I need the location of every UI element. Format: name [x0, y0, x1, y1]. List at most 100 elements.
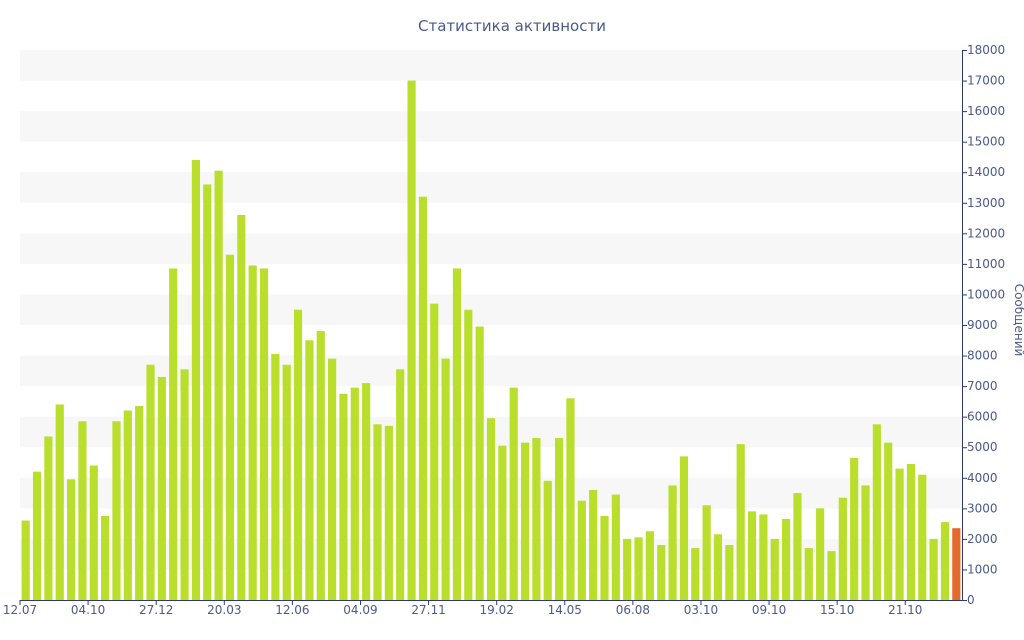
x-tick-label: 27.11: [411, 603, 445, 617]
y-tick-label: 12000: [967, 226, 1005, 240]
bar: [555, 438, 564, 600]
bar: [577, 500, 586, 600]
bar: [725, 545, 734, 600]
y-tick-label: 4000: [967, 471, 998, 485]
y-tick-label: 2000: [967, 532, 998, 546]
y-tick-label: 8000: [967, 349, 998, 363]
y-tick-label: 3000: [967, 501, 998, 515]
bar: [747, 511, 757, 600]
y-tick-label: 0: [967, 593, 975, 607]
x-tick-label: 04.10: [71, 603, 105, 617]
bar: [645, 531, 654, 600]
x-tick-label: 20.03: [207, 603, 241, 617]
bar: [906, 464, 916, 600]
bar: [486, 418, 496, 600]
y-tick-label: 14000: [967, 165, 1005, 179]
x-tick-label: 09.10: [752, 603, 786, 617]
y-tick-label: 7000: [967, 379, 998, 393]
bar: [782, 519, 791, 600]
bar: [225, 254, 235, 600]
bar: [884, 442, 893, 600]
bar: [611, 494, 620, 600]
bar: [940, 522, 950, 600]
bar: [259, 268, 269, 600]
grid-band: [20, 50, 962, 81]
bar: [736, 444, 745, 600]
grid-band: [20, 294, 962, 325]
grid-band: [20, 111, 962, 142]
y-tick-label: 16000: [967, 104, 1005, 118]
bar: [66, 479, 76, 600]
bar: [600, 515, 609, 600]
bar: [44, 436, 53, 600]
bar: [918, 474, 927, 600]
bar: [589, 490, 598, 600]
bar: [850, 457, 859, 600]
chart-title: Статистика активности: [418, 17, 606, 35]
bar: [169, 268, 178, 600]
bar: [271, 354, 280, 600]
bar: [78, 421, 87, 600]
y-tick-label: 13000: [967, 196, 1005, 210]
x-tick-label: 06.08: [616, 603, 650, 617]
x-tick-label: 14.05: [548, 603, 582, 617]
x-tick-label: 03.10: [684, 603, 718, 617]
bar: [793, 493, 802, 600]
bar: [430, 303, 439, 600]
bar: [679, 456, 689, 600]
bar: [362, 383, 371, 600]
grid-band: [20, 233, 962, 264]
bar: [203, 184, 212, 600]
bar: [112, 421, 121, 600]
grid-band: [20, 172, 962, 203]
bar: [146, 364, 155, 600]
bar: [123, 410, 132, 600]
y-tick-label: 11000: [967, 257, 1005, 271]
bar: [816, 508, 825, 600]
bar: [237, 215, 246, 600]
bar: [543, 480, 552, 600]
x-tick-label: 15.10: [820, 603, 854, 617]
y-axis-ticks: 0 1000 2000 3000 4000 5000 6000 7000 8000 9000 100…: [962, 43, 1005, 607]
bar: [509, 387, 518, 600]
bar: [214, 170, 223, 600]
bar: [452, 268, 462, 600]
bar: [89, 465, 98, 600]
x-tick-label: 12.07: [3, 603, 37, 617]
y-tick-label: 15000: [967, 135, 1005, 149]
bar: [282, 364, 291, 600]
y-tick-label: 6000: [967, 410, 998, 424]
bar: [827, 551, 836, 600]
bar: [55, 404, 64, 600]
x-tick-label: 19.02: [479, 603, 513, 617]
bar: [475, 326, 484, 600]
y-tick-label: 1000: [967, 562, 998, 576]
y-tick-label: 9000: [967, 318, 998, 332]
y-tick-label: 18000: [967, 43, 1005, 57]
bar: [691, 548, 700, 600]
bar: [384, 425, 393, 600]
bar: [623, 538, 632, 600]
bar: [191, 160, 200, 600]
x-tick-label: 12.06: [275, 603, 309, 617]
y-tick-label: 10000: [967, 287, 1005, 301]
bar: [339, 393, 348, 600]
bar: [21, 520, 30, 600]
bar: [532, 438, 541, 600]
x-axis-ticks: 12.07 04.10 27.12 20.03 12.06 04.09 27.11 19.02…: [3, 600, 922, 617]
bar: [838, 497, 847, 600]
x-tick-label: 04.09: [343, 603, 377, 617]
bar: [350, 387, 359, 600]
bar: [702, 505, 711, 600]
bar: [328, 358, 337, 600]
bar: [634, 537, 643, 600]
bar: [373, 424, 382, 600]
bar: [929, 538, 938, 600]
bar: [759, 514, 768, 600]
bar: [895, 468, 904, 600]
bar-series: [21, 80, 961, 601]
bar: [657, 545, 666, 600]
bar: [180, 369, 189, 600]
bar: [396, 369, 405, 600]
